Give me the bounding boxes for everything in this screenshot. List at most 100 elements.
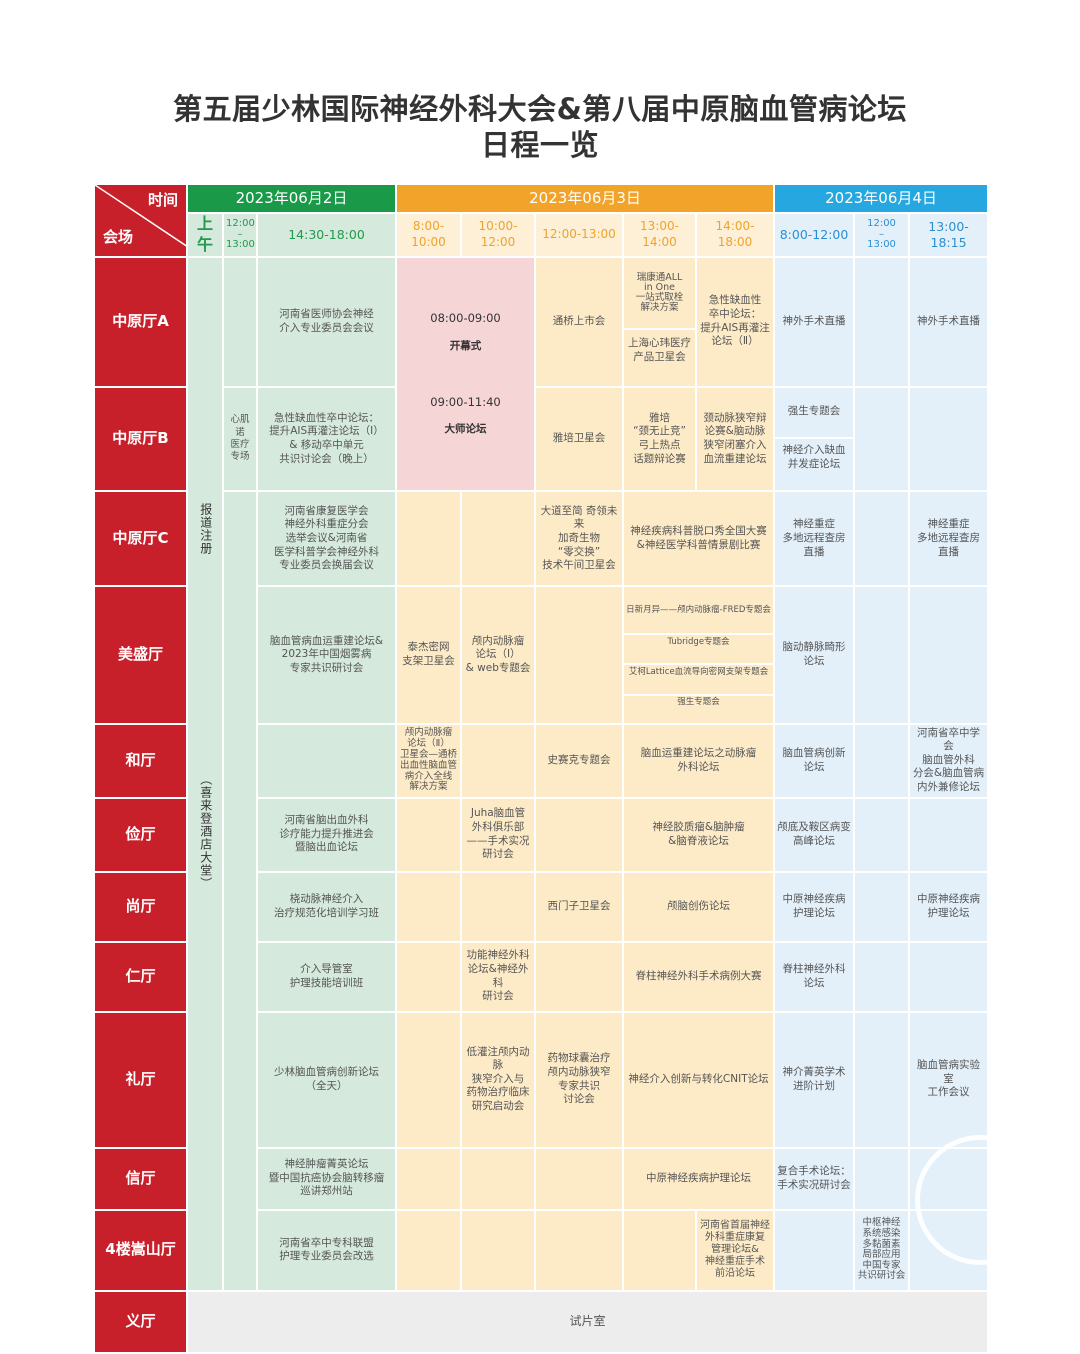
session-cell: 强生专题会 [787,405,841,418]
session-cell: 颈动脉狭窄辩 论赛&脑动脉 狭窄闭塞介入 血流重建论坛 [695,385,776,493]
session-cell: 强生专题会 [625,694,773,709]
session-cell [395,1208,463,1292]
session-cell: 雅培 “颈无止竞” 弓上热点 话题辩论赛 [622,385,698,493]
session-cell: 心肌诺 医疗 专场 [222,385,258,493]
session-cell: 河南省卒中学会 脑血管外科 分会&脑血管病 内外兼修论坛 [908,722,990,799]
session-cell [908,796,990,873]
session-cell: 少林脑血管病创新论坛 （全天） [255,1010,398,1149]
session-cell [853,870,911,943]
session-cell [395,1010,463,1149]
session-cell: 神经介入缺血 并发症论坛 [776,436,853,477]
session-cell: 神外手术直播 [773,255,856,388]
session-cell [460,490,537,588]
session-cell: 河南省首届神经 外科重症康复 管理论坛& 神经重症手术 前沿论坛 [695,1208,776,1292]
venue-name: 中原厅A [93,255,188,388]
session-cell [853,940,911,1013]
slot-jun3-1400: 14:00-18:00 [695,212,776,258]
session-cell: 神介菁英学术 进阶计划 [773,1010,856,1149]
session-cell: 大道至简 奇领未来 加奇生物 “零交换” 技术午间卫星会 [534,490,625,588]
session-cell: 复合手术论坛： 手术实况研讨会 [773,1146,856,1211]
session-cell: 急性缺血性卒中论坛： 提升AIS再灌注论坛（Ⅰ） & 移动卒中单元 共识讨论会（… [255,385,398,493]
venue-row: 义厅 试片室 [93,1289,990,1354]
session-cell: 河南省脑出血外科 诊疗能力提升推进会 暨脑出血论坛 [255,796,398,873]
registration-location: （喜来登酒店大堂） [198,772,213,890]
opening-title: 开幕式 [449,339,482,352]
venue-row: 礼厅 少林脑血管病创新论坛 （全天） 低灌注颅内动脉 狭窄介入与 药物治疗临床 … [93,1010,990,1149]
session-cell: 脊柱神经外科手术病例大赛 [622,940,776,1013]
session-cell [534,940,625,1013]
session-cell: 脊柱神经外科 论坛 [773,940,856,1013]
venue-name: 俭厅 [93,796,188,873]
session-cell: 颅内动脉瘤 论坛（Ⅰ） & web专题会 [460,585,537,725]
session-cell [853,722,911,799]
venue-name: 义厅 [93,1289,188,1354]
session-cell: 中原神经疾病 护理论坛 [773,870,856,943]
session-cell: 颅内动脉瘤 论坛（Ⅱ） 卫星会—通桥 出血性脑血管 病介入全线 解决方案 [395,722,463,799]
screening-room-cell: 试片室 [185,1289,990,1354]
venue-row: 中原厅C 河南省康复医学会 神经外科重症分会 选举会议&河南省 医学科普学会神经… [93,490,990,1292]
session-split-cell: 强生专题会 神经介入缺血 并发症论坛 [773,385,856,493]
session-cell: 西门子卫星会 [534,870,625,943]
session-cell [534,585,625,725]
time-label: 时间 [147,191,178,209]
date-jun4: 2023年06月4日 [773,183,990,214]
session-cell [773,1208,856,1292]
slot-jun3-1200: 12:00-13:00 [534,212,625,258]
session-cell [534,796,625,873]
session-cell [853,255,911,388]
session-cell: 神经重症 多地远程查房 直播 [773,490,856,588]
slot-jun3-1000: 10:00-12:00 [460,212,537,258]
session-cell [853,1010,911,1149]
session-cell [853,1146,911,1211]
venue-row: 和厅 颅内动脉瘤 论坛（Ⅱ） 卫星会—通桥 出血性脑血管 病介入全线 解决方案 … [93,722,990,799]
master-forum-title: 大师论坛 [444,423,487,436]
slot-jun2-morning: 上午 [186,212,224,258]
session-cell: 脑血管病血运重建论坛& 2023年中国烟雾病 专家共识研讨会 [255,585,398,725]
venue-name: 美盛厅 [93,585,188,725]
session-cell [395,870,463,943]
session-cell [460,722,537,799]
session-cell: 低灌注颅内动脉 狭窄介入与 药物治疗临床 研究启动会 [460,1010,537,1149]
session-cell [460,1146,537,1211]
slot-jun2-noon: 12:00 – 13:00 [222,212,258,258]
date-jun2: 2023年06月2日 [185,183,398,214]
session-cell [622,1208,698,1292]
opening-time: 08:00-09:00 [430,311,501,326]
venue-name: 仁厅 [93,940,188,1013]
session-cell [853,796,911,873]
session-cell [395,490,463,588]
session-cell: 上海心玮医疗 产品卫星会 [625,327,695,372]
session-cell [395,796,463,873]
session-cell: 史赛克专题会 [534,722,625,799]
session-cell: Juha脑血管 外科俱乐部 ——手术实况 研讨会 [460,796,537,873]
session-cell: 功能神经外科 论坛&神经外科 研讨会 [460,940,537,1013]
venue-name: 信厅 [93,1146,188,1211]
slot-jun3-1300: 13:00-14:00 [622,212,698,258]
session-cell [460,870,537,943]
registration-cell: 报道注册 （喜来登酒店大堂） [186,255,224,1292]
session-cell: 介入导管室 护理技能培训班 [255,940,398,1013]
session-cell: 脑动静脉畸形 论坛 [773,585,856,725]
venue-name: 和厅 [93,722,188,799]
venue-row: 中原厅A 报道注册 （喜来登酒店大堂） 河南省医师协会神经 介入专业委员会会议 … [93,255,990,1292]
session-cell: 脑血运重建论坛之动脉瘤 外科论坛 [622,722,776,799]
session-cell: 急性缺血性 卒中论坛： 提升AIS再灌注 论坛（Ⅱ） [695,255,776,388]
venue-row: 俭厅 河南省脑出血外科 诊疗能力提升推进会 暨脑出血论坛 Juha脑血管 外科俱… [93,796,990,873]
venue-row: 中原厅B 心肌诺 医疗 专场 急性缺血性卒中论坛： 提升AIS再灌注论坛（Ⅰ） … [93,385,990,493]
date-header-row: 时间 会场 2023年06月2日 2023年06月3日 2023年06月4日 [93,183,990,258]
venue-row: 尚厅 桡动脉神经介入 治疗规范化培训学习班 西门子卫星会 颅脑创伤论坛 中原神经… [93,870,990,943]
watermark-logo [915,1135,1045,1265]
page-title: 第五届少林国际神经外科大会&第八届中原脑血管病论坛 [173,92,907,126]
session-split-cell: 日新月异——颅内动脉瘤-FRED专题会 Tubridge专题会 艾柯Lattic… [622,585,776,725]
session-cell: 中原神经疾病 护理论坛 [908,870,990,943]
master-forum-time: 09:00-11:40 [430,394,501,409]
slot-jun2-afternoon: 14:30-18:00 [255,212,398,258]
venue-row: 美盛厅 脑血管病血运重建论坛& 2023年中国烟雾病 专家共识研讨会 泰杰密网 … [93,585,990,725]
session-cell [222,490,258,1292]
session-cell: 神经介入创新与转化CNIT论坛 [622,1010,776,1149]
session-cell [255,722,398,799]
session-cell: 瑞康通ALL in One 一站式取栓 解决方案 [635,271,684,313]
venue-name: 中原厅C [93,490,188,588]
session-cell: 艾柯Lattice血流导向密网支架专题会 [625,663,773,680]
session-cell: 脑血管病创新 论坛 [773,722,856,799]
